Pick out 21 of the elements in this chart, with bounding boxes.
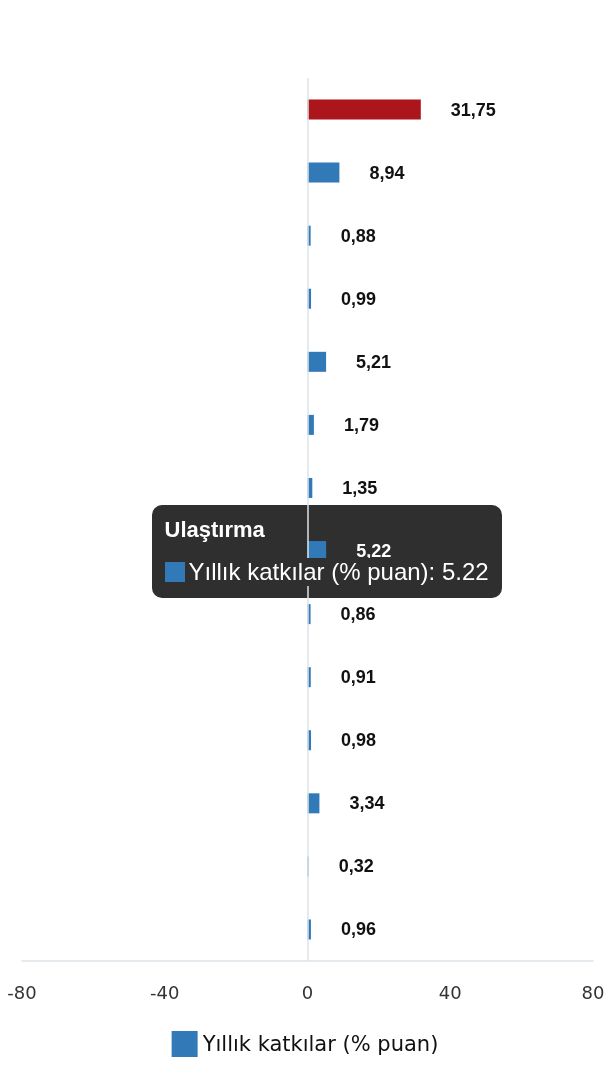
data-label: 0,99 bbox=[341, 288, 377, 309]
data-label: 0,96 bbox=[340, 919, 376, 940]
x-tick-label: -40 bbox=[150, 981, 180, 1003]
data-label: 1,35 bbox=[342, 477, 378, 498]
data-label: 0,32 bbox=[338, 856, 374, 877]
data-label: 3,34 bbox=[349, 793, 385, 814]
annotation: Ulaştırma bbox=[164, 516, 265, 542]
data-label: 0,98 bbox=[341, 730, 377, 751]
x-tick-label: 0 bbox=[301, 981, 314, 1003]
data-label: 5,21 bbox=[356, 351, 392, 372]
data-label: 0,91 bbox=[340, 667, 376, 688]
annotation: Yıllık katkılar (% puan): 5.22 bbox=[188, 557, 489, 586]
x-tick-label: 80 bbox=[581, 981, 605, 1003]
legend-label: Yıllık katkılar (% puan) bbox=[201, 1032, 439, 1056]
data-label: 0,88 bbox=[340, 225, 376, 246]
data-label: 8,94 bbox=[369, 162, 405, 183]
x-tick-label: -80 bbox=[7, 981, 37, 1003]
data-label: 1,79 bbox=[343, 414, 379, 435]
x-tick-label: 40 bbox=[438, 981, 462, 1003]
data-label: 31,75 bbox=[450, 99, 496, 120]
data-label: 0,86 bbox=[340, 604, 376, 625]
